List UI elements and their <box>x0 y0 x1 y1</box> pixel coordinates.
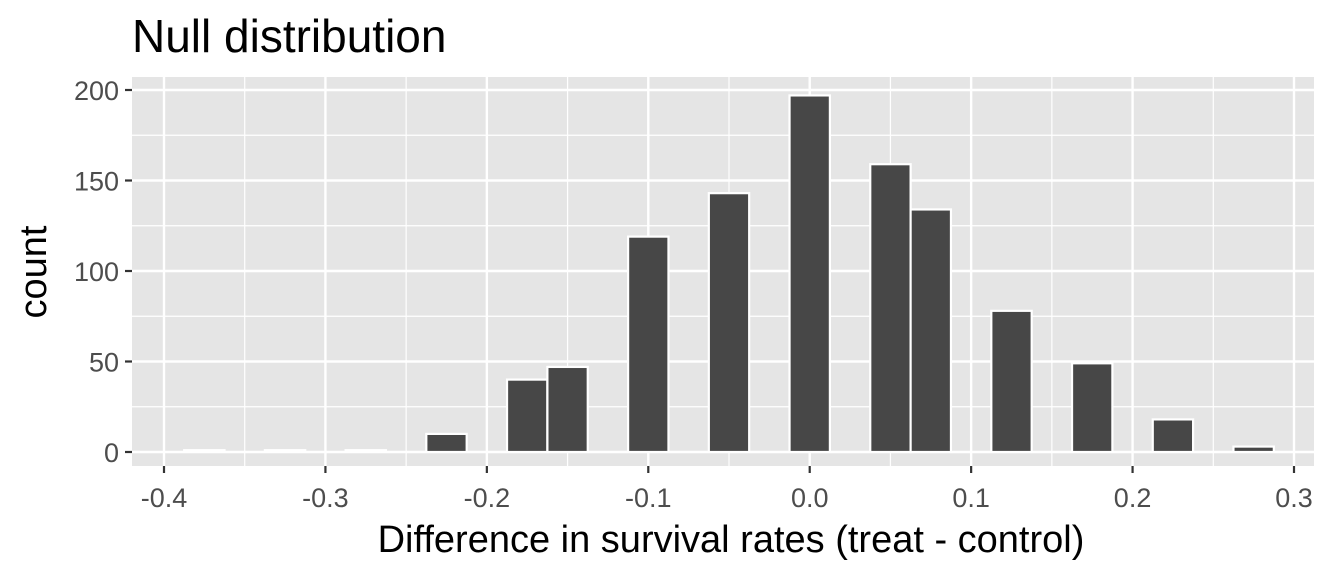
x-tick-label: -0.4 <box>141 483 188 513</box>
x-tick-label: 0.2 <box>1114 483 1152 513</box>
x-axis-title: Difference in survival rates (treat - co… <box>378 519 1085 561</box>
histogram-bars <box>183 94 1275 454</box>
y-tick-label: 200 <box>74 76 119 106</box>
histogram-bar <box>1232 445 1275 454</box>
x-tick-label: -0.2 <box>464 483 511 513</box>
x-tick-label: 0.0 <box>791 483 829 513</box>
y-tick-label: 150 <box>74 167 119 197</box>
histogram-bar <box>707 192 751 454</box>
x-axis: -0.4 -0.3 -0.2 -0.1 0.0 0.1 0.2 0.3 <box>141 466 1313 513</box>
y-axis-title: count <box>13 225 55 318</box>
histogram-bar <box>788 94 831 454</box>
x-tick-label: -0.3 <box>302 483 349 513</box>
chart-title: Null distribution <box>132 10 446 62</box>
histogram-bar <box>990 309 1033 454</box>
x-tick-label: -0.1 <box>625 483 672 513</box>
histogram-bar <box>1151 418 1195 454</box>
y-axis: 0 50 100 150 200 <box>74 76 132 468</box>
histogram-bar <box>263 449 307 454</box>
histogram-bar <box>505 378 549 454</box>
histogram-bar <box>627 235 670 454</box>
histogram-bar <box>183 449 226 454</box>
histogram-bar <box>909 208 953 454</box>
histogram-bar <box>546 365 589 454</box>
histogram-bar <box>344 449 388 454</box>
histogram-bar <box>425 432 468 454</box>
y-tick-label: 50 <box>89 348 119 378</box>
histogram-bar <box>1070 362 1114 454</box>
x-tick-label: 0.1 <box>952 483 990 513</box>
histogram-bar <box>869 163 912 454</box>
x-tick-label: 0.3 <box>1275 483 1313 513</box>
y-tick-label: 100 <box>74 257 119 287</box>
y-tick-label: 0 <box>104 438 119 468</box>
